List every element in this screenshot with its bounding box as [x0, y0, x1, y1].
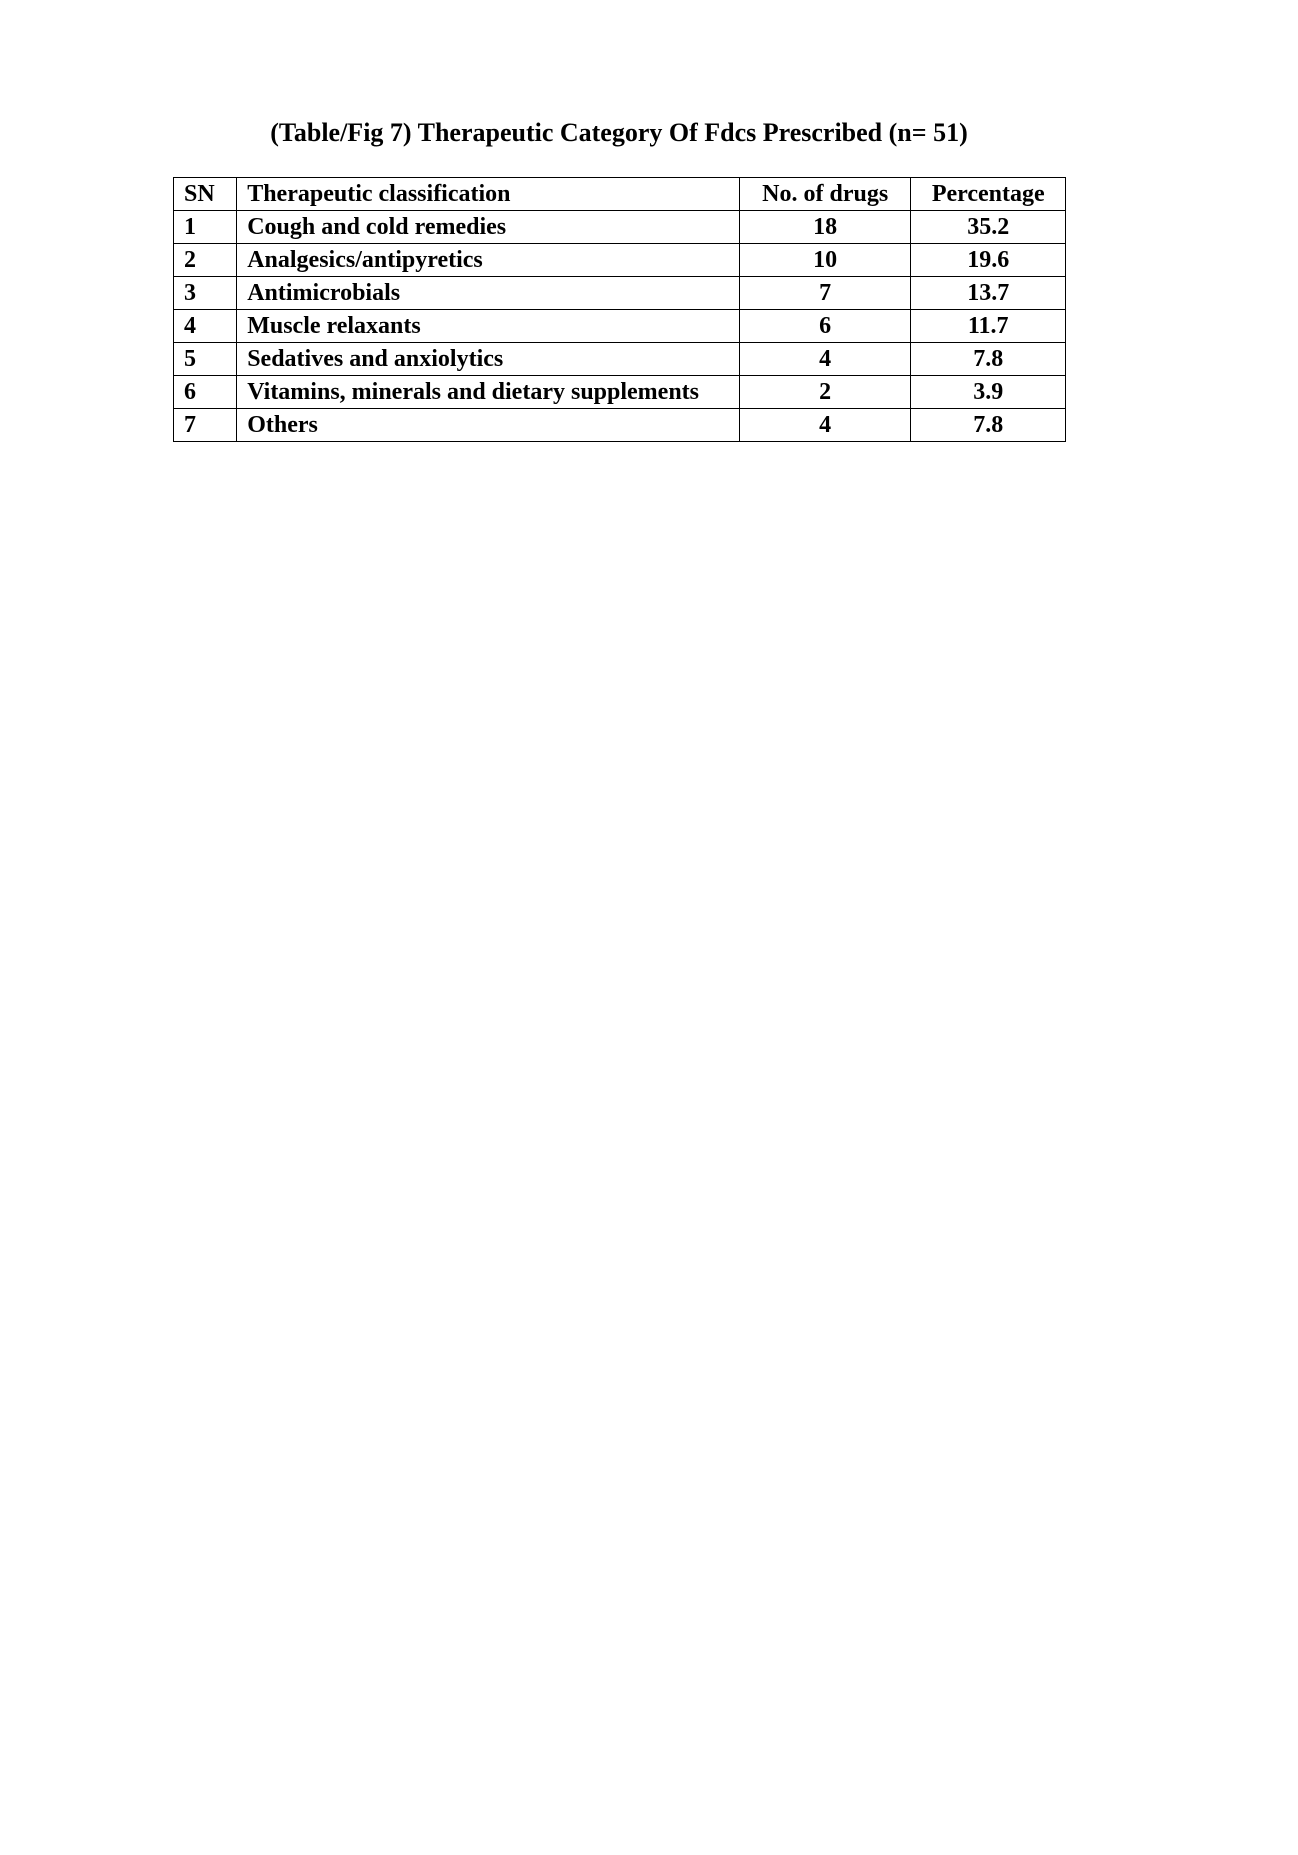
- sn-cell: 4: [172, 309, 238, 343]
- percentage-cell: 13.7: [910, 276, 1066, 310]
- header-percentage: Percentage: [910, 177, 1066, 211]
- no-of-drugs-cell: 7: [738, 276, 912, 310]
- percentage-cell: 19.6: [910, 243, 1066, 277]
- table-row: 6 Vitamins, minerals and dietary suppleme…: [172, 375, 1066, 409]
- no-of-drugs-cell: 4: [738, 408, 912, 442]
- sn-cell: 7: [172, 408, 238, 442]
- table-row: 7 Others 4 7.8: [172, 408, 1066, 442]
- classification-cell: Muscle relaxants: [236, 309, 740, 343]
- header-sn: SN: [172, 177, 238, 211]
- no-of-drugs-cell: 4: [738, 342, 912, 376]
- no-of-drugs-cell: 6: [738, 309, 912, 343]
- percentage-cell: 11.7: [910, 309, 1066, 343]
- no-of-drugs-cell: 2: [738, 375, 912, 409]
- sn-cell: 1: [172, 210, 238, 244]
- percentage-cell: 7.8: [910, 408, 1066, 442]
- no-of-drugs-cell: 18: [738, 210, 912, 244]
- classification-cell: Antimicrobials: [236, 276, 740, 310]
- sn-cell: 2: [172, 243, 238, 277]
- table-title: (Table/Fig 7) Therapeutic Category Of Fd…: [270, 118, 968, 147]
- table-row: 2 Analgesics/antipyretics 10 19.6: [172, 243, 1066, 277]
- classification-cell: Others: [236, 408, 740, 442]
- percentage-cell: 7.8: [910, 342, 1066, 376]
- therapeutic-category-table: SN Therapeutic classification No. of dru…: [172, 177, 1066, 442]
- header-classification: Therapeutic classification: [236, 177, 740, 211]
- table-row: 1 Cough and cold remedies 18 35.2: [172, 210, 1066, 244]
- classification-cell: Cough and cold remedies: [236, 210, 740, 244]
- classification-cell: Sedatives and anxiolytics: [236, 342, 740, 376]
- table-row: 4 Muscle relaxants 6 11.7: [172, 309, 1066, 343]
- no-of-drugs-cell: 10: [738, 243, 912, 277]
- sn-cell: 6: [172, 375, 238, 409]
- percentage-cell: 3.9: [910, 375, 1066, 409]
- classification-cell: Vitamins, minerals and dietary supplemen…: [236, 375, 740, 409]
- header-no-of-drugs: No. of drugs: [738, 177, 912, 211]
- percentage-cell: 35.2: [910, 210, 1066, 244]
- table-row: 5 Sedatives and anxiolytics 4 7.8: [172, 342, 1066, 376]
- table-header-row: SN Therapeutic classification No. of dru…: [172, 177, 1066, 211]
- classification-cell: Analgesics/antipyretics: [236, 243, 740, 277]
- table-row: 3 Antimicrobials 7 13.7: [172, 276, 1066, 310]
- sn-cell: 3: [172, 276, 238, 310]
- sn-cell: 5: [172, 342, 238, 376]
